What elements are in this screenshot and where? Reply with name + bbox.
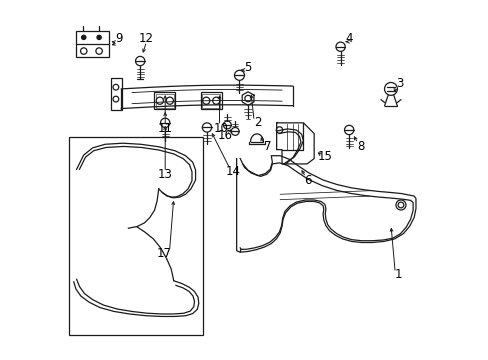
Bar [69, 137, 203, 336]
Bar [156, 94, 173, 108]
Bar [154, 92, 175, 109]
Circle shape [81, 35, 86, 40]
Text: 7: 7 [263, 140, 270, 153]
Text: 3: 3 [395, 77, 403, 90]
Text: 12: 12 [139, 32, 154, 45]
Text: 10: 10 [213, 122, 228, 135]
Text: 4: 4 [345, 32, 352, 45]
Text: 17: 17 [157, 247, 172, 260]
Text: 2: 2 [253, 116, 261, 129]
Text: 9: 9 [115, 32, 122, 45]
Text: 15: 15 [317, 150, 332, 163]
Text: 13: 13 [158, 168, 172, 181]
Text: 14: 14 [225, 165, 240, 177]
Text: 16: 16 [217, 129, 232, 142]
Text: 1: 1 [393, 268, 401, 281]
Text: 8: 8 [356, 140, 364, 153]
Circle shape [97, 35, 101, 40]
Bar [76, 31, 108, 58]
Text: 11: 11 [157, 122, 172, 135]
Bar [110, 78, 122, 111]
Text: 5: 5 [243, 61, 250, 74]
Bar [202, 94, 220, 108]
Bar [201, 92, 221, 109]
Text: 6: 6 [304, 174, 311, 186]
